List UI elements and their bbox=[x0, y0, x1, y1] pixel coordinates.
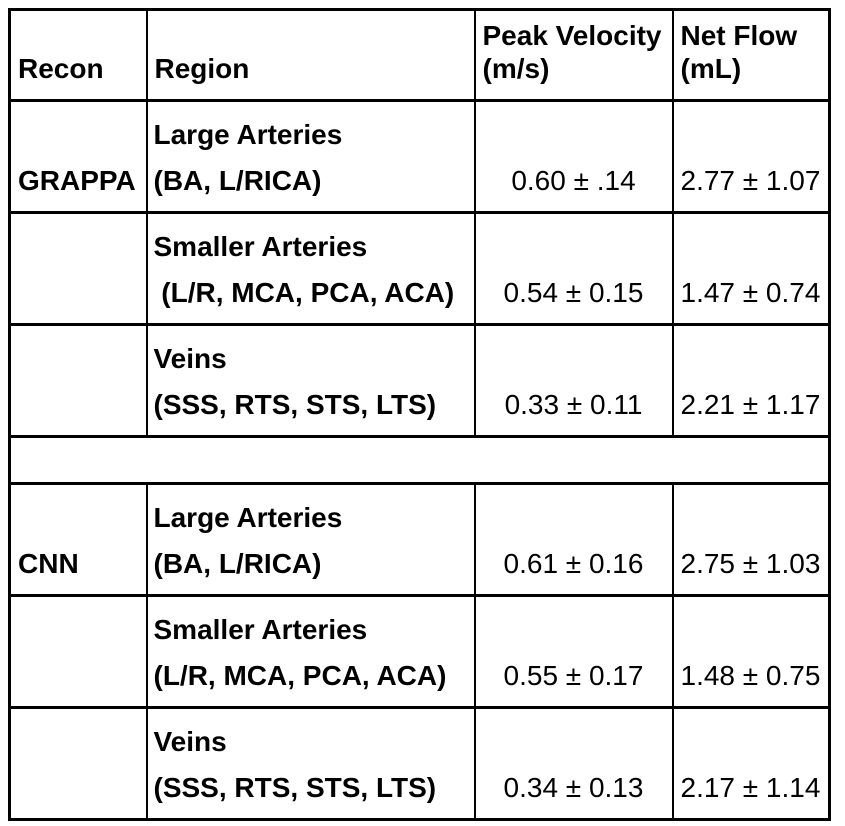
cell-net-flow: 1.48 ± 0.75 bbox=[671, 594, 831, 709]
region-line1: Large Arteries bbox=[153, 501, 343, 533]
cell-region: Large Arteries (BA, L/RICA) bbox=[145, 482, 476, 597]
cell-net-flow: 1.47 ± 0.74 bbox=[671, 211, 831, 326]
region-line2: (BA, L/RICA) bbox=[153, 165, 322, 197]
separator-cell bbox=[8, 435, 831, 485]
cell-net-flow: 2.77 ± 1.07 bbox=[671, 99, 831, 214]
region-line2: (BA, L/RICA) bbox=[153, 548, 322, 580]
cell-recon-empty bbox=[8, 594, 148, 709]
region-line2: (L/R, MCA, PCA, ACA) bbox=[153, 660, 447, 692]
cell-region: Smaller Arteries (L/R, MCA, PCA, ACA) bbox=[145, 211, 476, 326]
section-separator-row bbox=[8, 435, 831, 485]
cell-peak-velocity: 0.61 ± 0.16 bbox=[473, 482, 674, 597]
cell-peak-velocity: 0.60 ± .14 bbox=[473, 99, 674, 214]
cell-net-flow: 2.75 ± 1.03 bbox=[671, 482, 831, 597]
cell-region: Large Arteries (BA, L/RICA) bbox=[145, 99, 476, 214]
cell-region: Smaller Arteries (L/R, MCA, PCA, ACA) bbox=[145, 594, 476, 709]
cell-peak-velocity: 0.33 ± 0.11 bbox=[473, 323, 674, 438]
cell-net-flow: 2.21 ± 1.17 bbox=[671, 323, 831, 438]
results-table: Recon Region Peak Velocity (m/s) Net Flo… bbox=[8, 8, 831, 821]
region-line2: (SSS, RTS, STS, LTS) bbox=[153, 389, 437, 421]
header-cell-net-flow: Net Flow (mL) bbox=[671, 8, 831, 102]
cell-recon-empty bbox=[8, 323, 148, 438]
cell-recon-empty bbox=[8, 706, 148, 821]
region-line2: (SSS, RTS, STS, LTS) bbox=[153, 772, 437, 804]
table-row-grappa-large-arteries: GRAPPA Large Arteries (BA, L/RICA) 0.60 … bbox=[8, 99, 831, 214]
region-line1: Smaller Arteries bbox=[153, 613, 368, 645]
cell-peak-velocity: 0.55 ± 0.17 bbox=[473, 594, 674, 709]
cell-recon-label: CNN bbox=[8, 482, 148, 597]
cell-recon-label: GRAPPA bbox=[8, 99, 148, 214]
cell-peak-velocity: 0.34 ± 0.13 bbox=[473, 706, 674, 821]
cell-net-flow: 2.17 ± 1.14 bbox=[671, 706, 831, 821]
table-row-cnn-large-arteries: CNN Large Arteries (BA, L/RICA) 0.61 ± 0… bbox=[8, 482, 831, 597]
region-line1: Large Arteries bbox=[153, 118, 343, 150]
region-line2: (L/R, MCA, PCA, ACA) bbox=[153, 277, 455, 309]
header-row: Recon Region Peak Velocity (m/s) Net Flo… bbox=[8, 8, 831, 102]
cell-region: Veins (SSS, RTS, STS, LTS) bbox=[145, 323, 476, 438]
header-cell-recon: Recon bbox=[8, 8, 148, 102]
header-cell-region: Region bbox=[145, 8, 476, 102]
table-row-grappa-veins: Veins (SSS, RTS, STS, LTS) 0.33 ± 0.11 2… bbox=[8, 323, 831, 438]
cell-region: Veins (SSS, RTS, STS, LTS) bbox=[145, 706, 476, 821]
header-cell-peak-velocity: Peak Velocity (m/s) bbox=[473, 8, 674, 102]
table-row-cnn-veins: Veins (SSS, RTS, STS, LTS) 0.34 ± 0.13 2… bbox=[8, 706, 831, 821]
region-line1: Smaller Arteries bbox=[153, 230, 368, 262]
cell-recon-empty bbox=[8, 211, 148, 326]
table-row-cnn-smaller-arteries: Smaller Arteries (L/R, MCA, PCA, ACA) 0.… bbox=[8, 594, 831, 709]
region-line1: Veins bbox=[153, 725, 227, 757]
cell-peak-velocity: 0.54 ± 0.15 bbox=[473, 211, 674, 326]
table-row-grappa-smaller-arteries: Smaller Arteries (L/R, MCA, PCA, ACA) 0.… bbox=[8, 211, 831, 326]
region-line1: Veins bbox=[153, 342, 227, 374]
